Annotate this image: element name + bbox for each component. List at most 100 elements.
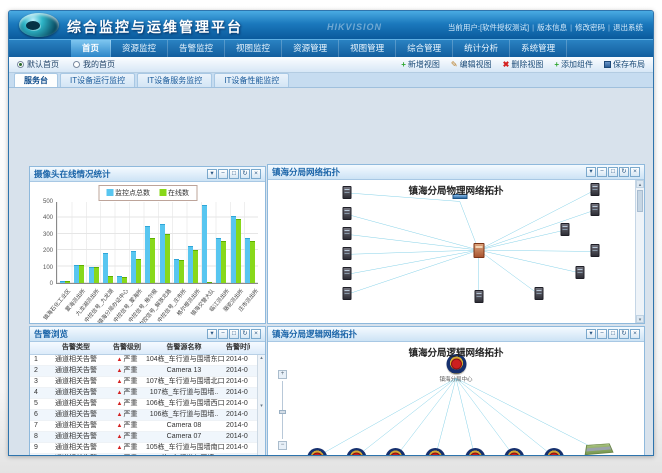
column-header-1[interactable]: 告警类型 (62, 344, 90, 351)
table-row[interactable]: 3 通道相关告警 ▲严重 107栋_车行道与围墙北口 2014-0 (30, 377, 265, 388)
server-node[interactable] (560, 222, 570, 236)
refresh-icon[interactable]: ↻ (619, 167, 629, 177)
badge-node-center[interactable]: 镇海分局中心 (439, 354, 473, 383)
server-node[interactable] (342, 247, 352, 261)
server-node[interactable] (342, 287, 352, 301)
badge-node[interactable]: 蒙海派出所 (303, 447, 331, 455)
table-row[interactable]: 7 通道相关告警 ▲严重 Camera 08 2014-0 (30, 421, 265, 432)
refresh-icon[interactable]: ↻ (240, 329, 250, 339)
user-link-3[interactable]: 退出系统 (613, 23, 643, 32)
server-node[interactable] (590, 202, 600, 216)
panel-camera-stats-header[interactable]: 摄像头在线情况统计 ▾ − □ ↻ × (30, 167, 265, 182)
logical-topology-canvas[interactable]: 镇海分局逻辑网络拓扑 + − 镇海分局中心蒙海派出所 九龙湖派出所格尔根派出所 临江… (268, 342, 644, 455)
physical-topology-canvas[interactable]: 镇海分局物理网络拓扑 ▴ ▾ (268, 180, 644, 323)
table-row[interactable]: 6 通道相关告警 ▲严重 106栋_车行道与围墙.. 2014-0 (30, 410, 265, 421)
scroll-down-icon[interactable]: ▾ (636, 315, 644, 323)
toolbar-button-4[interactable]: 保存布局 (604, 59, 645, 70)
zoom-in-icon[interactable]: + (278, 370, 287, 379)
table-row[interactable]: 2 通道相关告警 ▲严重 Camera 13 2014-0 (30, 366, 265, 377)
toolbar-button-2[interactable]: ✖ 删除视图 (503, 59, 544, 70)
server-node[interactable] (342, 227, 352, 241)
vertical-scrollbar[interactable]: ▴ ▾ (257, 355, 265, 455)
nav-tab-1[interactable]: 资源监控 (111, 40, 169, 57)
nav-tab-6[interactable]: 综合管理 (396, 40, 454, 57)
badge-node[interactable]: 庄市派出所 (461, 447, 489, 455)
map-node[interactable]: 镇海区道路卡口 (580, 442, 619, 455)
table-row[interactable]: 9 通道相关告警 ▲严重 105栋_车行道与围墙南口 2014-0 (30, 443, 265, 454)
user-link-1[interactable]: 版本信息 (537, 23, 568, 32)
window-controls: ▾ − □ ↻ × (586, 329, 640, 339)
collapse-icon[interactable]: ▾ (207, 169, 217, 179)
column-header-3[interactable]: 告警源名称 (166, 344, 202, 351)
column-header-2[interactable]: 告警级别 (113, 344, 141, 351)
server-node[interactable] (590, 244, 600, 258)
table-row[interactable]: 5 通道相关告警 ▲严重 106栋_车行道与围墙西口 2014-0 (30, 399, 265, 410)
panel-logical-topology-header[interactable]: 镇海分局逻辑网络拓扑 ▾ − □ ↻ × (268, 327, 644, 342)
switch-node[interactable] (452, 194, 468, 200)
badge-node[interactable]: 九龙湖派出所 (340, 447, 373, 455)
close-icon[interactable]: × (630, 167, 640, 177)
view-tab-2[interactable]: IT设备服务监控 (137, 73, 213, 87)
column-header-0[interactable] (30, 342, 42, 354)
table-row[interactable]: 1 通道相关告警 ▲严重 104栋_车行道与围墙东口 2014-0 (30, 355, 265, 366)
zoom-slider-thumb[interactable] (279, 410, 286, 414)
zoom-slider[interactable]: + − (278, 370, 287, 450)
zoom-out-icon[interactable]: − (278, 441, 287, 450)
server-node[interactable] (342, 207, 352, 221)
nav-tab-3[interactable]: 视图监控 (225, 40, 283, 57)
minimize-icon[interactable]: − (218, 169, 228, 179)
badge-node[interactable]: 骆驼派出所 (501, 447, 529, 455)
homepage-radio-1[interactable]: 我的首页 (73, 59, 115, 70)
server-node[interactable] (474, 290, 484, 304)
close-icon[interactable]: × (630, 329, 640, 339)
homepage-radio-0[interactable]: 默认首页 (17, 59, 59, 70)
view-tab-0[interactable]: 服务台 (14, 73, 58, 87)
panel-alarms-header[interactable]: 告警浏览 ▾ − □ ↻ × (30, 327, 265, 342)
maximize-icon[interactable]: □ (229, 169, 239, 179)
scrollbar-thumb[interactable] (637, 190, 643, 212)
badge-node[interactable]: 临江派出所 (422, 447, 450, 455)
server-node[interactable] (534, 287, 544, 301)
collapse-icon[interactable]: ▾ (586, 167, 596, 177)
nav-tab-7[interactable]: 统计分析 (453, 40, 511, 57)
refresh-icon[interactable]: ↻ (619, 329, 629, 339)
toolbar-button-0[interactable]: + 新增视图 (401, 59, 440, 70)
server-node[interactable] (342, 185, 352, 199)
server-node[interactable] (575, 265, 585, 279)
column-header-4[interactable]: 告警时间 (226, 344, 250, 351)
user-link-2[interactable]: 修改密码 (575, 23, 606, 32)
panel-physical-topology-header[interactable]: 镇海分局网络拓扑 ▾ − □ ↻ × (268, 165, 644, 180)
nav-tab-0[interactable]: 首页 (71, 40, 112, 57)
server-node[interactable] (342, 267, 352, 281)
view-tab-3[interactable]: IT设备性能监控 (214, 73, 290, 87)
minimize-icon[interactable]: − (597, 329, 607, 339)
maximize-icon[interactable]: □ (229, 329, 239, 339)
warning-triangle-icon: ▲ (116, 357, 123, 363)
badge-node[interactable]: 格尔根派出所 (379, 447, 412, 455)
close-icon[interactable]: × (251, 169, 261, 179)
scroll-up-icon[interactable]: ▴ (636, 180, 644, 188)
maximize-icon[interactable]: □ (608, 167, 618, 177)
table-row[interactable]: 4 通道相关告警 ▲严重 107栋_车行道与围墙.. 2014-0 (30, 388, 265, 399)
nav-tab-4[interactable]: 资源管理 (282, 40, 340, 57)
close-icon[interactable]: × (251, 329, 261, 339)
nav-tab-2[interactable]: 告警监控 (168, 40, 226, 57)
toolbar-button-1[interactable]: ✎ 编辑视图 (451, 59, 492, 70)
view-tab-1[interactable]: IT设备运行监控 (60, 73, 136, 87)
refresh-icon[interactable]: ↻ (240, 169, 250, 179)
maximize-icon[interactable]: □ (608, 329, 618, 339)
table-row[interactable]: 8 通道相关告警 ▲严重 Camera 07 2014-0 (30, 432, 265, 443)
nav-tab-5[interactable]: 视图管理 (339, 40, 397, 57)
server-node[interactable] (590, 182, 600, 196)
minimize-icon[interactable]: − (597, 167, 607, 177)
nav-tab-8[interactable]: 系统管理 (510, 40, 568, 57)
collapse-icon[interactable]: ▾ (207, 329, 217, 339)
minimize-icon[interactable]: − (218, 329, 228, 339)
badge-node[interactable]: 交警大队 (543, 447, 565, 455)
collapse-icon[interactable]: ▾ (586, 329, 596, 339)
hub-node[interactable] (473, 242, 485, 258)
toolbar-button-3[interactable]: + 添加组件 (554, 59, 593, 70)
legend-swatch-icon (159, 189, 166, 196)
vertical-scrollbar[interactable]: ▴ ▾ (635, 180, 644, 323)
